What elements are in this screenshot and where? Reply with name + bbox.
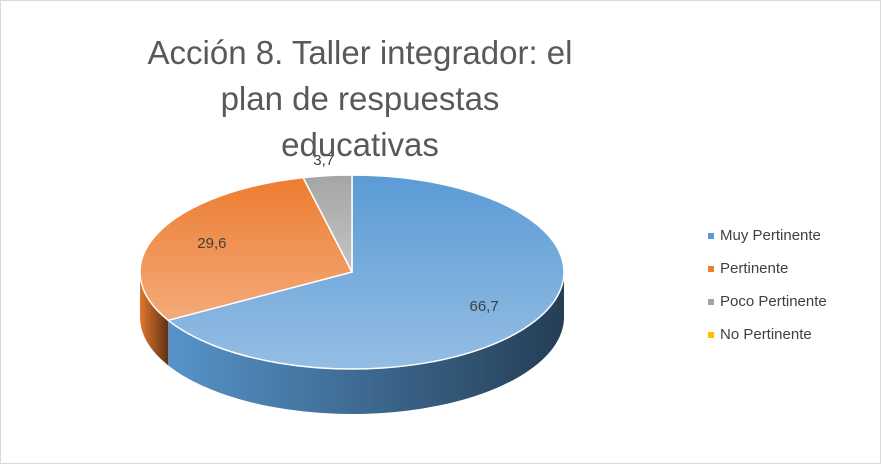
slice-shine bbox=[303, 175, 352, 272]
legend-swatch bbox=[708, 332, 714, 338]
legend-label: Poco Pertinente bbox=[720, 293, 827, 310]
slice-side-shade bbox=[168, 272, 564, 415]
slice-shine bbox=[140, 177, 352, 321]
legend-label: Pertinente bbox=[720, 260, 788, 277]
legend-swatch bbox=[708, 299, 714, 305]
data-label: 29,6 bbox=[197, 235, 226, 252]
legend-swatch bbox=[708, 266, 714, 272]
legend-swatch bbox=[708, 233, 714, 239]
slice-shine bbox=[168, 174, 564, 369]
data-label: 66,7 bbox=[470, 298, 499, 315]
data-label: 3,7 bbox=[313, 152, 334, 169]
chart-title: Acción 8. Taller integrador: el plan de … bbox=[147, 34, 573, 163]
legend-label: Muy Pertinente bbox=[720, 227, 821, 244]
slice-side-shade bbox=[140, 272, 169, 366]
legend-label: No Pertinente bbox=[720, 326, 812, 343]
